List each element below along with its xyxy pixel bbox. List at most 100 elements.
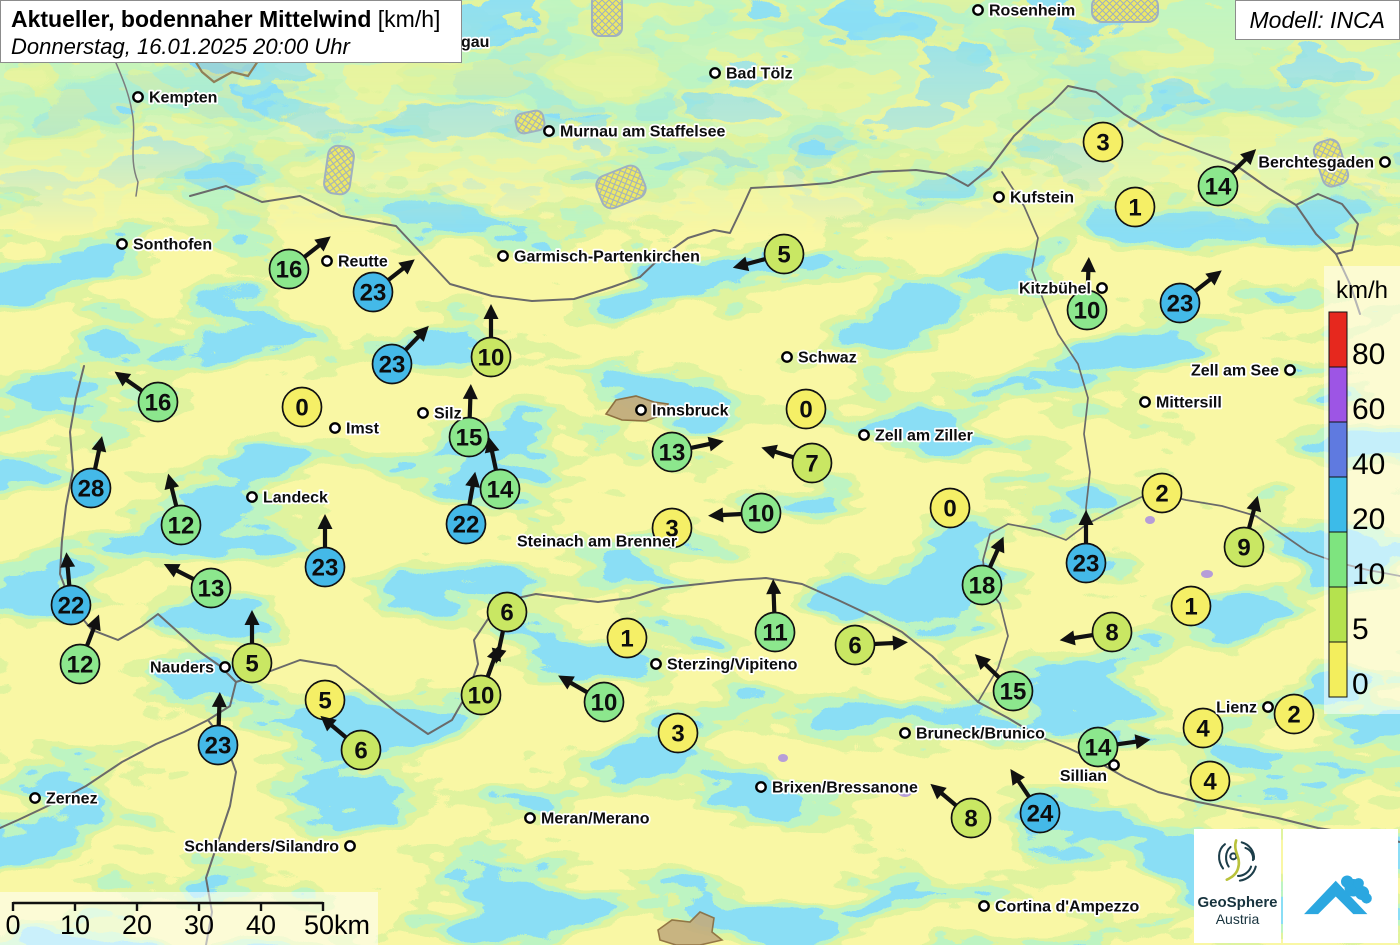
wind-speed-value: 6 — [500, 600, 513, 627]
wind-station: 12 — [160, 473, 202, 546]
city-label: Landeck — [263, 490, 328, 507]
city: Silz — [417, 404, 463, 424]
city: Bruneck/Brunico — [899, 724, 1047, 744]
city-label: Kempten — [149, 90, 217, 107]
city: Berchtesgaden — [1257, 153, 1391, 173]
wind-speed-value: 10 — [478, 345, 505, 372]
partial-city-label: gau — [461, 34, 489, 51]
city-label: Bruneck/Brunico — [916, 726, 1045, 743]
wind-station: 22 — [445, 471, 487, 545]
wind-speed-value: 1 — [1128, 195, 1141, 222]
scale-bar: 0 10 20 30 40 50km — [0, 892, 378, 945]
city-marker — [329, 422, 341, 434]
wind-speed-circle — [754, 611, 796, 653]
wind-speed-value: 0 — [799, 397, 812, 424]
wind-speed-circle — [470, 336, 512, 378]
model-label: Modell: INCA — [1249, 7, 1385, 33]
border-germany-austria — [189, 85, 1361, 315]
city-label: Murnau am Staffelsee — [560, 124, 725, 141]
legend-color-step — [1328, 586, 1348, 643]
wind-station: 23 — [1065, 510, 1107, 584]
wind-station: 23 — [197, 692, 239, 766]
wind-station: 14 — [1077, 726, 1151, 768]
wind-speed-value: 5 — [777, 242, 790, 269]
wind-speed-circle — [1159, 282, 1201, 324]
border-osttirol — [977, 523, 1088, 703]
city: Kitzbühel — [1017, 279, 1108, 299]
city: Nauders — [148, 658, 231, 678]
geosphere-logo-icon — [1217, 839, 1257, 882]
city-label: Sillian — [1060, 768, 1107, 785]
mountain-cloud-icon — [1303, 875, 1372, 915]
city-label: Sonthofen — [133, 237, 212, 254]
border-austria-italy — [235, 577, 1400, 843]
city-marker — [635, 404, 647, 416]
wind-speed-circle — [1141, 472, 1183, 514]
city-label: Lienz — [1216, 700, 1257, 717]
map-title-unit: [km/h] — [371, 6, 441, 32]
wind-station: 14 — [1197, 149, 1257, 207]
city-label: Kitzbühel — [1019, 281, 1091, 298]
city: Zell am Ziller — [858, 426, 975, 446]
hatched-area-layer — [323, 0, 1350, 210]
wind-speed-value: 16 — [276, 257, 303, 284]
title-box: Aktueller, bodennaher Mittelwind [km/h] … — [0, 0, 462, 63]
wind-speed-value: 18 — [969, 573, 996, 600]
wind-speed-value: 23 — [360, 280, 387, 307]
city-label: Reutte — [338, 254, 388, 271]
city-label: Zernez — [46, 791, 98, 808]
wind-speed-circle — [1082, 121, 1124, 163]
wind-speed-value: 0 — [295, 395, 308, 422]
wind-speed-value: 3 — [671, 721, 684, 748]
city-marker — [246, 491, 258, 503]
city-label: Imst — [346, 421, 380, 438]
city-label: Schwaz — [798, 350, 857, 367]
wind-station: 12 — [59, 614, 101, 685]
wind-speed-value: 23 — [379, 352, 406, 379]
wind-station: 23 — [352, 259, 415, 313]
city: Rosenheim — [972, 1, 1077, 21]
city-marker — [417, 407, 429, 419]
city-label: Sterzing/Vipiteno — [667, 657, 798, 674]
city-label: Steinach am Brenner — [517, 534, 677, 551]
wind-speed-circle — [763, 233, 805, 275]
wind-station: 0 — [929, 487, 971, 529]
city-label: Brixen/Bressanone — [772, 780, 918, 797]
city-label: Cortina d'Ampezzo — [995, 899, 1139, 916]
wind-speed-circle — [1065, 542, 1107, 584]
city: Mittersill — [1139, 393, 1223, 413]
wind-station: 0 — [785, 388, 827, 430]
legend-color-step — [1328, 311, 1348, 368]
wind-speed-value: 0 — [943, 496, 956, 523]
wind-station: 15 — [448, 384, 490, 458]
legend-unit: km/h — [1336, 277, 1388, 304]
wind-speed-value: 3 — [665, 516, 678, 543]
wind-speed-value: 10 — [748, 501, 775, 528]
wind-speed-value: 22 — [453, 512, 480, 539]
city-marker — [1284, 364, 1296, 376]
city: Zernez — [29, 789, 99, 809]
wind-speed-circle — [197, 724, 239, 766]
wind-speed-circle — [992, 670, 1034, 712]
wind-station: 5 — [231, 610, 273, 684]
wind-station: 10 — [460, 645, 502, 716]
border-tirol-north-south — [1001, 171, 1091, 525]
city-marker — [993, 191, 1005, 203]
wind-station: 10 — [558, 675, 625, 723]
wind-station: 1 — [606, 617, 648, 659]
wind-station: 24 — [1010, 769, 1061, 834]
scale-tick-label: 30 — [184, 910, 214, 940]
map-title: Aktueller, bodennaher Mittelwind — [11, 6, 372, 32]
wind-speed-value: 6 — [848, 633, 861, 660]
wind-speed-circle — [445, 503, 487, 545]
city-marker — [709, 67, 721, 79]
wind-speed-circle — [231, 642, 273, 684]
city-label: Silz — [434, 406, 462, 423]
wind-station: 5 — [732, 233, 805, 275]
city: Sonthofen — [116, 235, 214, 255]
wind-station: 23 — [371, 325, 429, 385]
city: Lienz — [1214, 698, 1274, 718]
wind-speed-value: 11 — [762, 620, 787, 647]
wind-speed-value: 5 — [318, 688, 331, 715]
